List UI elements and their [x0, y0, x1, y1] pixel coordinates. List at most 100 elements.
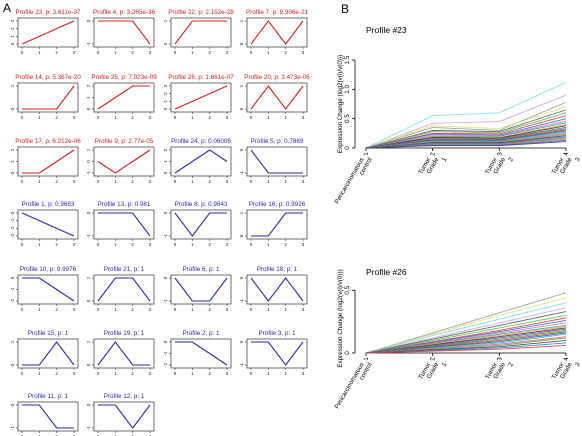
series-line — [365, 81, 567, 149]
y-tick-label: 0 — [163, 107, 168, 110]
profile-title: Profile 10, p: 0.9976 — [20, 266, 77, 273]
y-tick-label: 0 — [86, 160, 91, 163]
y-tick-label: -1 — [86, 42, 91, 46]
y-tick-label: 1 — [86, 276, 91, 279]
x-tick-label: 1 — [114, 50, 117, 55]
x-tick-label: 2 — [131, 307, 134, 312]
profile-line — [174, 149, 228, 174]
y-tick-label: 0 — [344, 146, 351, 150]
profile-panel: Profile 7, p: 9.906e-21 0 1 0 1 2 3 — [239, 9, 308, 55]
x-tick-label: 0 — [250, 179, 253, 184]
profile-panel: Profile 19, p: 1 0 1 0 1 2 3 — [86, 330, 155, 376]
y-tick-label: 1 — [10, 84, 15, 87]
x-category-label: 3 — [574, 156, 582, 163]
y-tick-label: 3 — [10, 19, 15, 22]
profile-frame — [93, 209, 155, 240]
profile-line — [174, 20, 227, 45]
x-tick-label: 1 — [38, 371, 41, 376]
profile-line — [22, 277, 75, 302]
profile-frame — [93, 82, 155, 113]
panel-label-a: A — [3, 1, 11, 15]
profile-title: Profile 11, p: 1 — [28, 393, 69, 400]
profile-line — [250, 85, 304, 110]
x-tick-label: 3 — [302, 371, 305, 376]
series-line — [365, 297, 567, 354]
y-tick-label: 0 — [10, 107, 15, 110]
x-tick-label: 2 — [208, 50, 211, 55]
profile-line — [250, 277, 304, 302]
profile-line — [251, 212, 303, 237]
y-tick-label: -1 — [86, 234, 91, 238]
profile-title: Profile 2, p: 1 — [182, 330, 220, 337]
x-tick-label: 1 — [38, 115, 41, 120]
y-tick-label: -1 — [10, 218, 15, 222]
profile-panel: Profile 24, p: 0.06006 0 1 2 0 1 2 3 — [163, 138, 231, 184]
profile-frame — [17, 82, 79, 113]
profile-frame — [93, 17, 155, 48]
x-tick-number: 3 — [496, 152, 503, 156]
x-tick-label: 0 — [250, 242, 253, 247]
y-tick-label: 3 — [163, 84, 168, 87]
y-tick-label: 0 — [239, 107, 244, 110]
profile-title: Profile 24, p: 0.06006 — [171, 138, 231, 145]
profile-line — [98, 404, 151, 429]
y-axis-label: Expression Change (log2(v(i)/v(0))) — [337, 269, 344, 367]
y-tick-label: 1 — [239, 211, 244, 214]
x-tick-label: 2 — [284, 179, 287, 184]
x-tick-label: 3 — [302, 242, 305, 247]
profile-panel: Profile 2, p: 1 0 -1 -2 0 1 2 3 — [163, 330, 232, 376]
x-tick-label: 3 — [73, 50, 76, 55]
profile-title: Profile 26, p: 1.661e-07 — [168, 74, 234, 81]
y-tick-label: 0 — [163, 42, 168, 45]
profile-title: Profile 17, p: 6.212e-06 — [15, 138, 81, 145]
x-tick-label: 0 — [97, 242, 100, 247]
x-tick-label: 0 — [97, 179, 100, 184]
x-category-label: Pericarcinomatous — [334, 157, 366, 206]
y-tick-label: 0 — [86, 107, 91, 110]
x-tick-label: 3 — [149, 371, 152, 376]
y-tick-label: 0 — [239, 340, 244, 343]
x-tick-number: 1 — [363, 152, 370, 156]
profile-frame — [246, 82, 308, 113]
x-tick-label: 2 — [131, 50, 134, 55]
series-line — [365, 109, 567, 149]
y-tick-label: 0 — [163, 171, 168, 174]
x-tick-label: 0 — [174, 50, 177, 55]
profile-line — [98, 212, 151, 237]
x-tick-label: 0 — [174, 179, 177, 184]
x-tick-label: 1 — [191, 179, 194, 184]
y-tick-label: 0 — [86, 403, 91, 406]
profile-line — [22, 404, 74, 429]
x-tick-label: 2 — [131, 434, 134, 436]
x-tick-label: 1 — [267, 179, 270, 184]
profile-title: Profile 15, p: 1 — [28, 330, 69, 337]
x-tick-label: 3 — [226, 115, 229, 120]
y-tick-label: 0.5 — [344, 114, 351, 123]
x-tick-label: 2 — [131, 242, 134, 247]
profile-title: Profile 23, p: 3.611e-37 — [16, 9, 81, 16]
y-tick-label: 1.5 — [344, 55, 351, 64]
y-tick-label: 1 — [86, 340, 91, 343]
profile-panel: Profile 25, p: 7.023e-09 0 1 2 0 1 2 3 — [86, 74, 157, 120]
x-tick-number: 2 — [430, 152, 437, 156]
y-tick-label: 1 — [163, 160, 168, 163]
profile-panel: Profile 1, p: 0.9683 0 -1 -2 -3 0 1 2 3 — [10, 201, 79, 247]
profile-title: Profile 20, p: 3.473e-06 — [244, 74, 310, 81]
profile-title: Profile 7, p: 9.906e-21 — [246, 9, 308, 16]
profile-panel: Profile 26, p: 1.661e-07 0 1 2 3 0 1 2 3 — [163, 74, 234, 120]
x-tick-label: 1 — [38, 50, 41, 55]
profile-line — [97, 341, 150, 366]
chart-title: Profile #23 — [366, 25, 407, 35]
x-tick-label: 1 — [114, 307, 117, 312]
y-axis-label: Expression Change (log2(v(i)/v(0))) — [337, 55, 344, 153]
y-tick-label: 0 — [239, 276, 244, 279]
y-tick-label: 0 — [10, 211, 15, 214]
y-tick-label: 0 — [10, 171, 15, 174]
profile-frame — [17, 401, 79, 432]
profile-26-chart: Profile #26 Expression Change (log2(v(i)/… — [334, 267, 582, 410]
x-tick-label: 3 — [226, 242, 229, 247]
series-line — [365, 112, 567, 149]
x-tick-label: 0 — [174, 307, 177, 312]
profile-panel: Profile 9, p: 2.77e-05 -1 0 1 0 1 2 3 — [86, 138, 155, 184]
y-tick-label: -1 — [10, 287, 15, 291]
